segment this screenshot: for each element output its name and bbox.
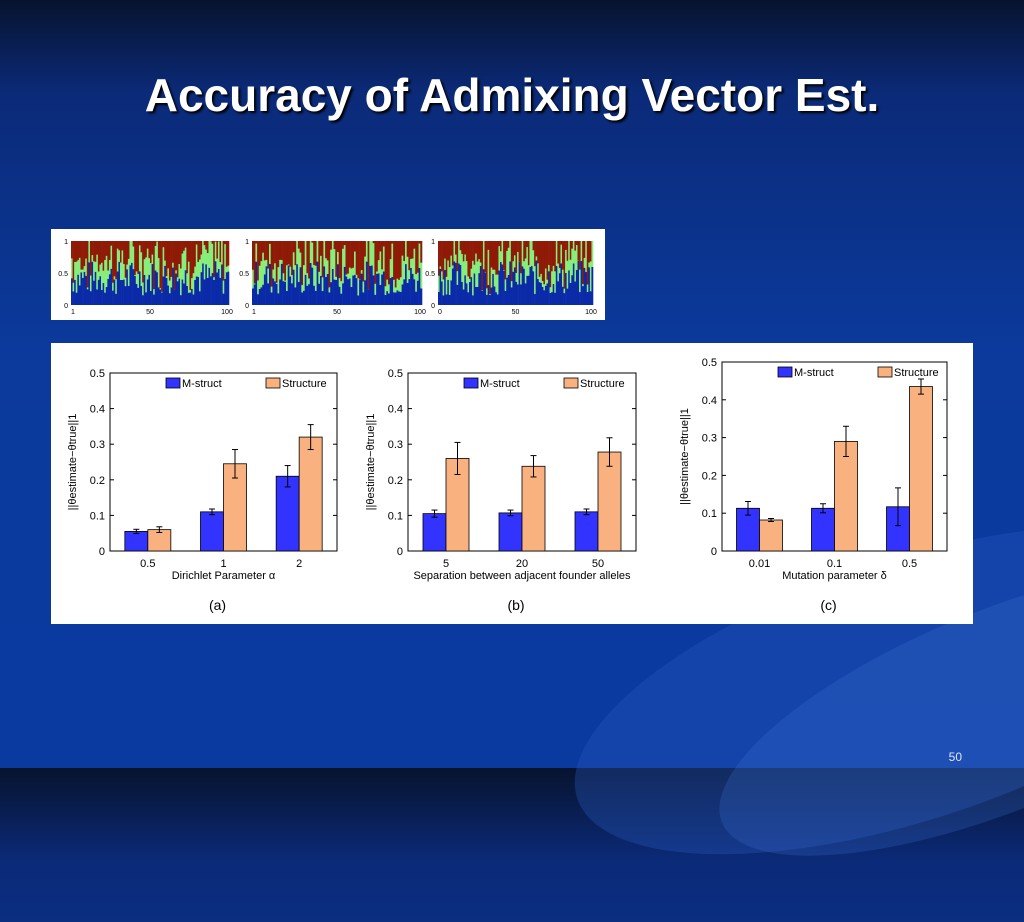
bar-chart-1: 0 0.1 0.2 0.3 0.4 0.5 0.5 1 2 M-struct Structure Di… bbox=[67, 368, 337, 613]
y-tick-label: 0.3 bbox=[388, 439, 403, 451]
y-tick-label: 0.1 bbox=[702, 508, 717, 520]
bar-structure bbox=[835, 441, 858, 551]
bar-structure bbox=[299, 437, 322, 551]
admix-x-tick-label: 1 bbox=[71, 309, 75, 316]
bar-m-struct bbox=[499, 513, 522, 551]
slide-number: 50 bbox=[949, 750, 962, 764]
legend-label: M-struct bbox=[182, 378, 222, 390]
legend-swatch-structure bbox=[878, 367, 892, 377]
admix-green-segment bbox=[227, 266, 229, 272]
bar-structure bbox=[910, 387, 933, 551]
chart-caption: (c) bbox=[820, 597, 836, 613]
bar-structure bbox=[522, 466, 545, 551]
bar-charts-panel: 0 0.1 0.2 0.3 0.4 0.5 0.5 1 2 M-struct Structure Di… bbox=[51, 343, 973, 624]
y-tick-label: 0.4 bbox=[702, 395, 717, 407]
y-tick-label: 0.1 bbox=[388, 510, 403, 522]
y-tick-label: 0.1 bbox=[90, 510, 105, 522]
x-axis-label: Mutation parameter δ bbox=[782, 570, 887, 582]
legend-label: M-struct bbox=[794, 367, 834, 379]
y-tick-label: 0.5 bbox=[702, 357, 717, 369]
legend-swatch-structure bbox=[266, 378, 280, 388]
chart-caption: (a) bbox=[209, 597, 226, 613]
bar-chart-3: 0 0.1 0.2 0.3 0.4 0.5 0.01 0.1 0.5 M-struct Struct… bbox=[679, 357, 947, 613]
legend-swatch-m-struct bbox=[778, 367, 792, 377]
bar-m-struct bbox=[423, 514, 446, 551]
y-tick-label: 0 bbox=[397, 546, 403, 558]
admix-y-tick-label: 0 bbox=[245, 303, 249, 310]
y-axis-label: ||θestimate−θtrue||1 bbox=[365, 414, 377, 511]
admix-blue-segment bbox=[591, 267, 593, 305]
y-tick-label: 0.2 bbox=[90, 475, 105, 487]
bar-charts: 0 0.1 0.2 0.3 0.4 0.5 0.5 1 2 M-struct Structure Di… bbox=[51, 343, 973, 624]
chart-caption: (b) bbox=[507, 597, 524, 613]
admix-y-tick-label: 0 bbox=[64, 303, 68, 310]
admix-y-tick-label: 1 bbox=[245, 239, 249, 246]
admix-y-tick-label: 1 bbox=[64, 239, 68, 246]
slide-title: Accuracy of Admixing Vector Est. bbox=[0, 68, 1024, 122]
y-tick-label: 0.2 bbox=[702, 470, 717, 482]
admix-x-tick-label: 50 bbox=[333, 309, 341, 316]
y-tick-label: 0.2 bbox=[388, 475, 403, 487]
y-tick-label: 0.5 bbox=[388, 368, 403, 380]
legend-label: M-struct bbox=[480, 378, 520, 390]
bar-chart-2: 0 0.1 0.2 0.3 0.4 0.5 5 20 50 M-struct Structure Se… bbox=[365, 368, 636, 613]
legend-swatch-m-struct bbox=[464, 378, 478, 388]
admix-blue-segment bbox=[227, 272, 229, 305]
legend-swatch-m-struct bbox=[166, 378, 180, 388]
x-tick-label: 0.5 bbox=[902, 558, 917, 570]
x-tick-label: 0.1 bbox=[827, 558, 842, 570]
x-axis-label: Separation between adjacent founder alle… bbox=[413, 570, 631, 582]
y-axis-label: ||θestimate−θtrue||1 bbox=[67, 414, 79, 511]
x-tick-label: 2 bbox=[296, 558, 302, 570]
y-tick-label: 0 bbox=[99, 546, 105, 558]
bar-m-struct bbox=[812, 508, 835, 551]
admix-y-tick-label: 0.5 bbox=[239, 271, 249, 278]
admix-y-tick-label: 0.5 bbox=[425, 271, 435, 278]
bar-structure bbox=[598, 452, 621, 551]
legend-label: Structure bbox=[894, 367, 939, 379]
admix-x-tick-label: 100 bbox=[221, 309, 233, 316]
admix-x-tick-label: 0 bbox=[438, 309, 442, 316]
admix-y-tick-label: 0.5 bbox=[58, 271, 68, 278]
bar-m-struct bbox=[125, 531, 148, 551]
x-tick-label: 1 bbox=[220, 558, 226, 570]
x-tick-label: 5 bbox=[443, 558, 449, 570]
admix-red-segment bbox=[420, 241, 422, 263]
admix-x-tick-label: 100 bbox=[585, 309, 597, 316]
admix-y-tick-label: 1 bbox=[431, 239, 435, 246]
y-tick-label: 0.3 bbox=[702, 433, 717, 445]
x-tick-label: 50 bbox=[592, 558, 604, 570]
admix-x-tick-label: 50 bbox=[146, 309, 154, 316]
x-tick-label: 0.01 bbox=[749, 558, 770, 570]
y-tick-label: 0 bbox=[711, 546, 717, 558]
y-tick-label: 0.4 bbox=[90, 404, 105, 416]
y-axis-label: ||θestimate−θtrue||1 bbox=[679, 408, 691, 505]
x-tick-label: 20 bbox=[516, 558, 528, 570]
bar-m-struct bbox=[575, 512, 598, 551]
admix-y-tick-label: 0 bbox=[431, 303, 435, 310]
x-axis-label: Dirichlet Parameter α bbox=[172, 570, 276, 582]
y-tick-label: 0.4 bbox=[388, 404, 403, 416]
legend-swatch-structure bbox=[564, 378, 578, 388]
admix-red-segment bbox=[227, 241, 229, 266]
admix-green-segment bbox=[591, 241, 593, 267]
bar-m-struct bbox=[276, 476, 299, 551]
legend-label: Structure bbox=[282, 378, 327, 390]
x-tick-label: 0.5 bbox=[140, 558, 155, 570]
legend-label: Structure bbox=[580, 378, 625, 390]
admixture-plot: 1 0.5 00 50 100 bbox=[425, 239, 597, 316]
admix-green-segment bbox=[420, 263, 422, 289]
y-tick-label: 0.3 bbox=[90, 439, 105, 451]
bar-structure bbox=[760, 520, 783, 551]
admix-x-tick-label: 50 bbox=[512, 309, 520, 316]
admix-x-tick-label: 100 bbox=[414, 309, 426, 316]
admix-blue-segment bbox=[420, 288, 422, 305]
bar-m-struct bbox=[201, 512, 224, 551]
y-tick-label: 0.5 bbox=[90, 368, 105, 380]
admix-x-tick-label: 1 bbox=[252, 309, 256, 316]
